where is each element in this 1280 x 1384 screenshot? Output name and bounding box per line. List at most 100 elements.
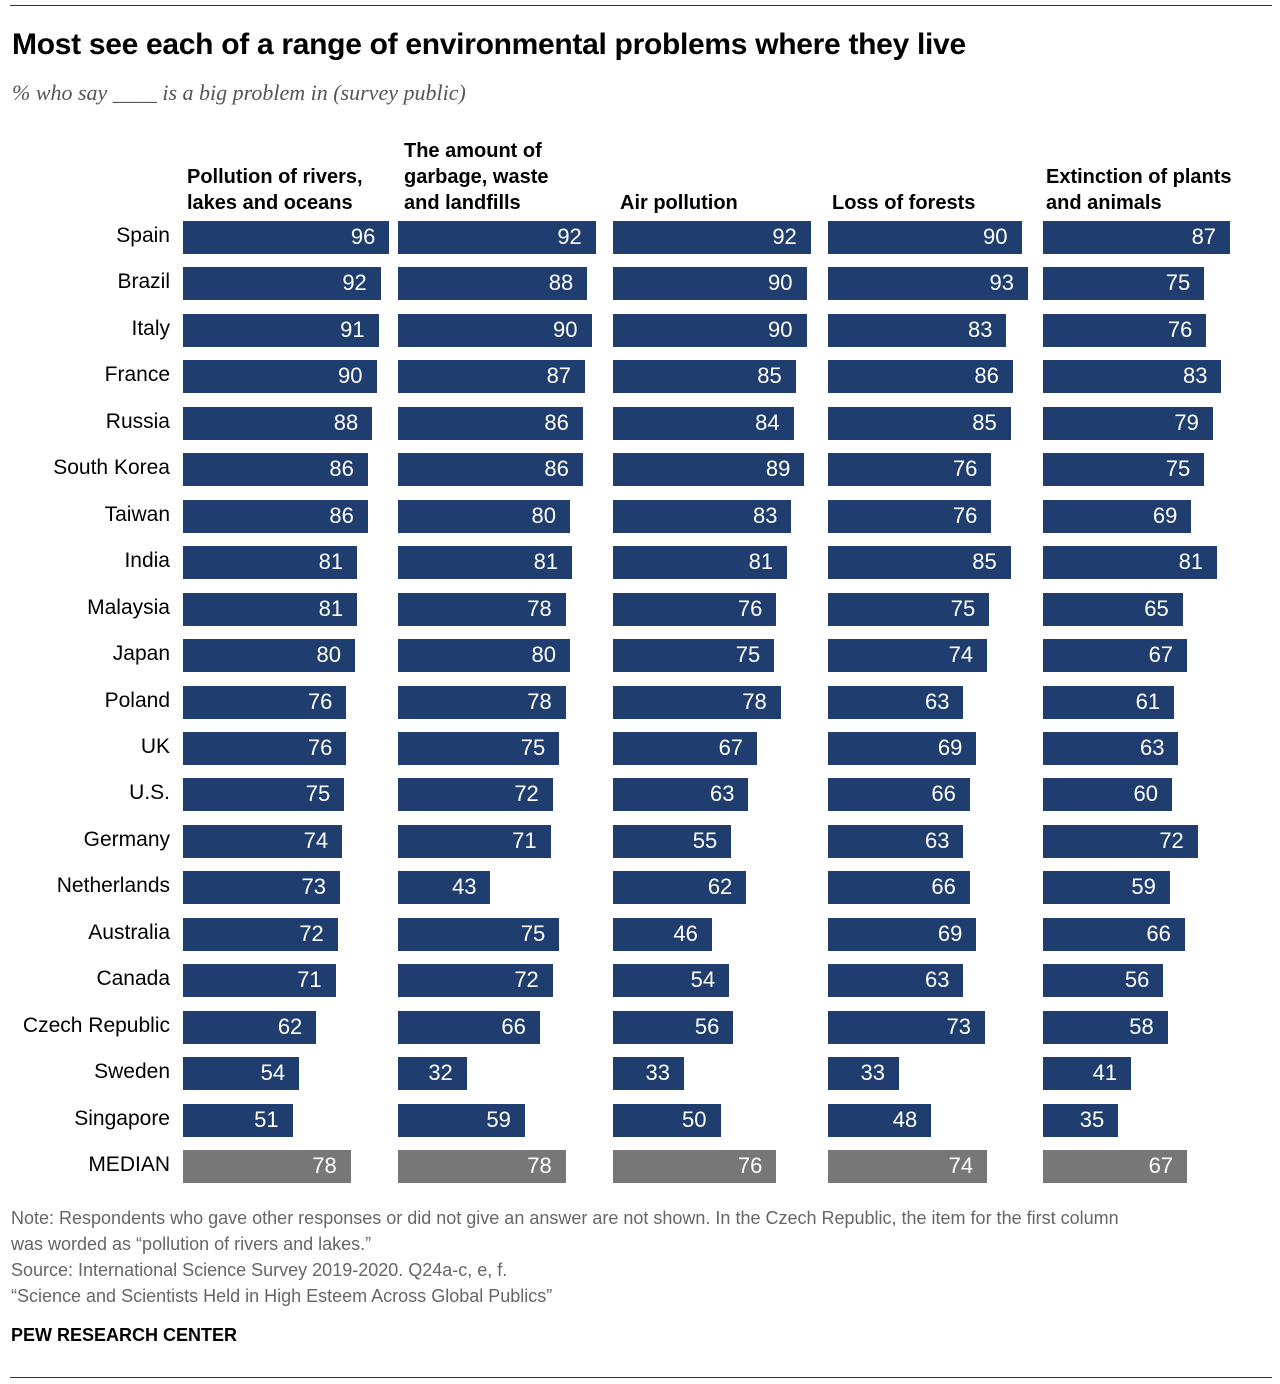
top-rule [10, 5, 1272, 6]
data-label: 66 [931, 781, 956, 807]
bar [828, 1103, 932, 1137]
data-label: 73 [946, 1013, 971, 1039]
bar [1043, 917, 1185, 951]
bar [828, 546, 1011, 580]
bar [1043, 406, 1213, 440]
data-label: 86 [974, 363, 999, 389]
note-line: was worded as “pollution of rivers and l… [11, 1234, 372, 1254]
data-label: 88 [333, 409, 359, 435]
column-header-wrap: The amount of garbage, waste and landfil… [404, 120, 614, 216]
bar [183, 360, 377, 394]
data-label: 66 [1146, 920, 1171, 946]
data-label: 78 [527, 688, 552, 714]
bar [183, 1057, 300, 1091]
median-bar [828, 1150, 988, 1183]
bar [828, 824, 964, 858]
bar [398, 917, 560, 951]
bar [828, 871, 970, 905]
data-label: 75 [305, 781, 331, 807]
data-label: 54 [690, 967, 716, 993]
bar [613, 221, 811, 254]
data-label: 72 [514, 967, 539, 993]
category-label: Singapore [74, 1106, 170, 1130]
bar [398, 499, 570, 533]
bar [183, 406, 373, 440]
median-bar [183, 1150, 351, 1183]
bar [398, 546, 573, 580]
data-label: 67 [1148, 1153, 1174, 1178]
data-label: 84 [755, 409, 780, 435]
data-label: 76 [307, 734, 333, 760]
data-label: 63 [924, 827, 950, 853]
column-header: Loss of forests [832, 192, 976, 214]
data-label: 54 [260, 1060, 286, 1086]
chart-subtitle: % who say ____ is a big problem in (surv… [12, 80, 466, 105]
bar [1043, 778, 1172, 812]
bar [828, 1010, 985, 1044]
bar [1043, 267, 1205, 301]
category-label: Canada [96, 967, 170, 991]
source-line: Source: International Science Survey 201… [11, 1260, 508, 1280]
data-label: 81 [748, 549, 774, 575]
data-label: 78 [312, 1153, 337, 1178]
category-label: South Korea [53, 456, 170, 480]
category-label: Czech Republic [22, 1013, 170, 1037]
data-label: 69 [1152, 502, 1178, 528]
bar [613, 1010, 734, 1044]
data-label: 80 [316, 642, 341, 668]
bar [398, 313, 592, 347]
bar [613, 360, 796, 394]
bar [613, 406, 794, 440]
data-label: 91 [340, 316, 365, 342]
bar [1043, 546, 1218, 580]
category-label: U.S. [129, 781, 170, 805]
category-label: Sweden [94, 1060, 170, 1084]
data-label: 87 [546, 363, 572, 389]
data-label: 80 [531, 502, 556, 528]
data-label: 79 [1174, 409, 1199, 435]
bar [1043, 731, 1179, 765]
column-header-wrap: Air pollution [620, 120, 830, 216]
bar [398, 778, 553, 812]
data-label: 76 [1167, 316, 1193, 342]
data-label: 75 [520, 920, 546, 946]
bar [613, 499, 792, 533]
bar [828, 731, 977, 765]
data-label: 72 [514, 781, 539, 807]
category-label: Australia [88, 920, 170, 944]
bar [183, 871, 340, 905]
data-label: 66 [501, 1013, 526, 1039]
bar [1043, 1103, 1119, 1137]
category-label: MEDIAN [88, 1153, 170, 1176]
data-label: 87 [1191, 224, 1217, 249]
bar [1043, 1010, 1168, 1044]
bar [398, 685, 566, 719]
data-label: 56 [694, 1013, 720, 1039]
bar [398, 964, 553, 998]
data-label: 86 [329, 502, 354, 528]
bottom-rule [10, 1377, 1272, 1378]
data-label: 63 [709, 781, 735, 807]
data-label: 72 [1159, 827, 1184, 853]
data-label: 76 [307, 688, 333, 714]
data-label: 93 [989, 270, 1014, 296]
column-header-wrap: Pollution of rivers, lakes and oceans [187, 120, 397, 216]
category-label: Netherlands [56, 874, 170, 898]
data-label: 81 [1178, 549, 1204, 575]
bar [1043, 221, 1231, 254]
data-label: 56 [1124, 967, 1150, 993]
data-label: 74 [303, 827, 329, 853]
data-label: 75 [735, 642, 761, 668]
data-label: 90 [768, 270, 793, 296]
bar [398, 1103, 525, 1137]
bar [398, 592, 566, 626]
chart-title: Most see each of a range of environmenta… [12, 28, 966, 61]
bar [183, 824, 343, 858]
bar [1043, 313, 1207, 347]
data-label: 48 [892, 1106, 918, 1132]
bar [183, 267, 381, 301]
bar [183, 453, 368, 487]
bar [613, 778, 749, 812]
category-label: Malaysia [87, 595, 170, 619]
data-label: 41 [1092, 1060, 1118, 1086]
